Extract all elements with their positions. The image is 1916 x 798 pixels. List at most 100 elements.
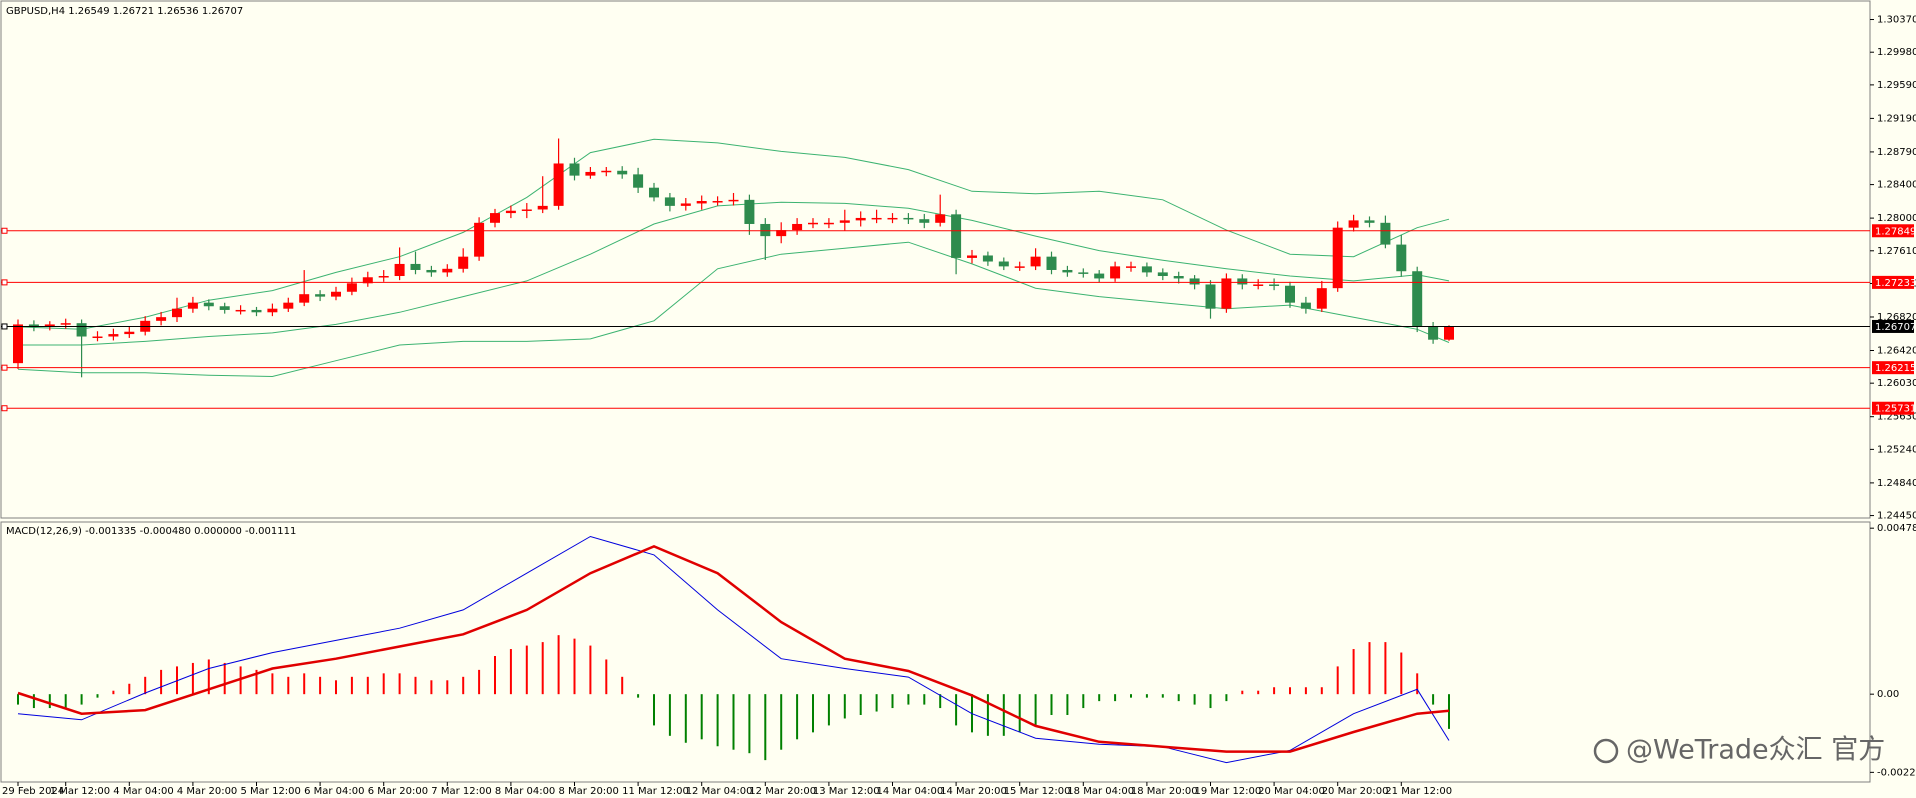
x-tick-label: 20 Mar 20:00	[1322, 786, 1389, 797]
candle-body	[156, 317, 167, 321]
candle-body	[1300, 302, 1311, 309]
candle-body	[28, 324, 39, 327]
indicator-line	[17, 535, 1450, 764]
level-label-box	[1872, 361, 1914, 375]
candle-body	[235, 309, 246, 312]
candle-body	[553, 163, 564, 206]
y-tick-label: 1.29190	[1877, 113, 1916, 124]
x-tick-label: 21 Mar 12:00	[1385, 786, 1452, 797]
y-tick-label: 1.30370	[1877, 15, 1916, 26]
level-marker	[1, 405, 8, 412]
y-tick-label: 0.004782	[1877, 523, 1916, 534]
candle-body	[887, 217, 898, 220]
x-tick-label: 19 Mar 12:00	[1195, 786, 1262, 797]
candle-body	[871, 217, 882, 220]
level-label: 1.27849	[1875, 226, 1916, 237]
y-tick-label: 1.26820	[1877, 312, 1916, 323]
candle-body	[982, 255, 993, 262]
candle-body	[219, 306, 230, 310]
candle-body	[251, 309, 262, 313]
chart-header: GBPUSD,H4 1.26549 1.26721 1.26536 1.2670…	[6, 6, 243, 17]
watermark-text: @WeTrade众汇 官方	[1626, 735, 1885, 766]
candle-body	[1046, 256, 1057, 270]
candle-body	[998, 261, 1009, 267]
candle-body	[1126, 266, 1136, 268]
y-tick-label: 1.24450	[1877, 511, 1916, 522]
candle-body	[537, 205, 548, 210]
candle-body	[1221, 278, 1232, 309]
x-tick-label: 20 Mar 04:00	[1258, 786, 1325, 797]
x-tick-label: 15 Mar 12:00	[1004, 786, 1071, 797]
candle-body	[617, 170, 628, 175]
y-tick-label: 1.27610	[1877, 246, 1916, 257]
candle-body	[474, 222, 485, 257]
candle-body	[585, 171, 596, 176]
x-tick-label: 7 Mar 12:00	[431, 786, 491, 797]
candle-body	[1094, 273, 1105, 279]
x-tick-label: 8 Mar 04:00	[495, 786, 555, 797]
candle-body	[1062, 269, 1073, 273]
candle-body	[1444, 326, 1454, 340]
level-marker	[1, 227, 8, 234]
x-tick-label: 14 Mar 04:00	[877, 786, 944, 797]
candle-body	[283, 302, 294, 309]
y-tick-label: 1.25630	[1877, 412, 1916, 423]
y-tick-label: -0.002252	[1877, 767, 1916, 778]
y-tick-label: 1.28400	[1877, 180, 1916, 191]
candle-body	[1157, 272, 1168, 277]
y-tick-label: 1.28000	[1877, 213, 1916, 224]
candle-body	[490, 213, 500, 223]
candle-body	[855, 217, 866, 221]
level-label-box	[1872, 224, 1914, 238]
candle-body	[967, 255, 977, 258]
candle-body	[569, 163, 580, 176]
indicator-line	[17, 138, 1450, 330]
candle-body	[649, 187, 659, 198]
x-tick-label: 6 Mar 04:00	[304, 786, 364, 797]
candle-body	[1237, 278, 1248, 285]
y-tick-label: 1.26420	[1877, 346, 1916, 357]
candle-body	[633, 174, 644, 188]
candle-body	[60, 323, 71, 325]
candle-body	[744, 199, 755, 224]
candle-body	[1364, 220, 1375, 223]
candle-body	[951, 214, 962, 258]
candle-body	[172, 308, 182, 318]
candle-body	[76, 323, 87, 337]
x-tick-label: 5 Mar 12:00	[241, 786, 301, 797]
candle-body	[1014, 266, 1025, 268]
watermark: @WeTrade众汇 官方	[1593, 735, 1885, 766]
x-tick-label: 14 Mar 20:00	[940, 786, 1007, 797]
candle-body	[505, 210, 516, 214]
macd-panel	[0, 521, 1871, 783]
x-tick-label: 1 Mar 12:00	[50, 786, 110, 797]
candle-body	[664, 197, 675, 206]
candle-body	[362, 277, 373, 284]
candle-body	[712, 201, 723, 203]
candle-body	[792, 223, 803, 231]
level-label: 1.27233	[1875, 278, 1916, 289]
x-tick-label: 4 Mar 04:00	[113, 786, 173, 797]
candle-body	[92, 336, 103, 339]
candle-body	[394, 263, 405, 277]
candle-body	[346, 283, 357, 292]
x-tick-label: 29 Feb 2024	[2, 786, 64, 797]
candle-body	[1253, 284, 1264, 286]
candle-body	[410, 263, 421, 270]
candle-body	[1396, 244, 1407, 272]
level-label-box	[1872, 319, 1914, 333]
candle-body	[299, 294, 310, 303]
x-tick-label: 18 Mar 20:00	[1131, 786, 1198, 797]
candle-body	[315, 294, 326, 297]
candle-body	[680, 203, 691, 206]
x-tick-label: 12 Mar 04:00	[686, 786, 753, 797]
candle-body	[1412, 271, 1423, 327]
y-tick-label: 1.26030	[1877, 378, 1916, 389]
candle-body	[601, 170, 612, 173]
x-tick-label: 6 Mar 20:00	[368, 786, 428, 797]
candle-body	[1332, 227, 1343, 289]
y-tick-label: 1.29590	[1877, 80, 1916, 91]
candle-body	[1173, 276, 1184, 279]
